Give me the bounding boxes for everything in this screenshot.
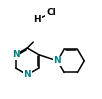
- Text: Cl: Cl: [46, 8, 56, 17]
- Text: H: H: [33, 15, 41, 24]
- Text: N: N: [54, 56, 61, 65]
- Text: N: N: [12, 50, 19, 59]
- Text: N: N: [23, 70, 31, 79]
